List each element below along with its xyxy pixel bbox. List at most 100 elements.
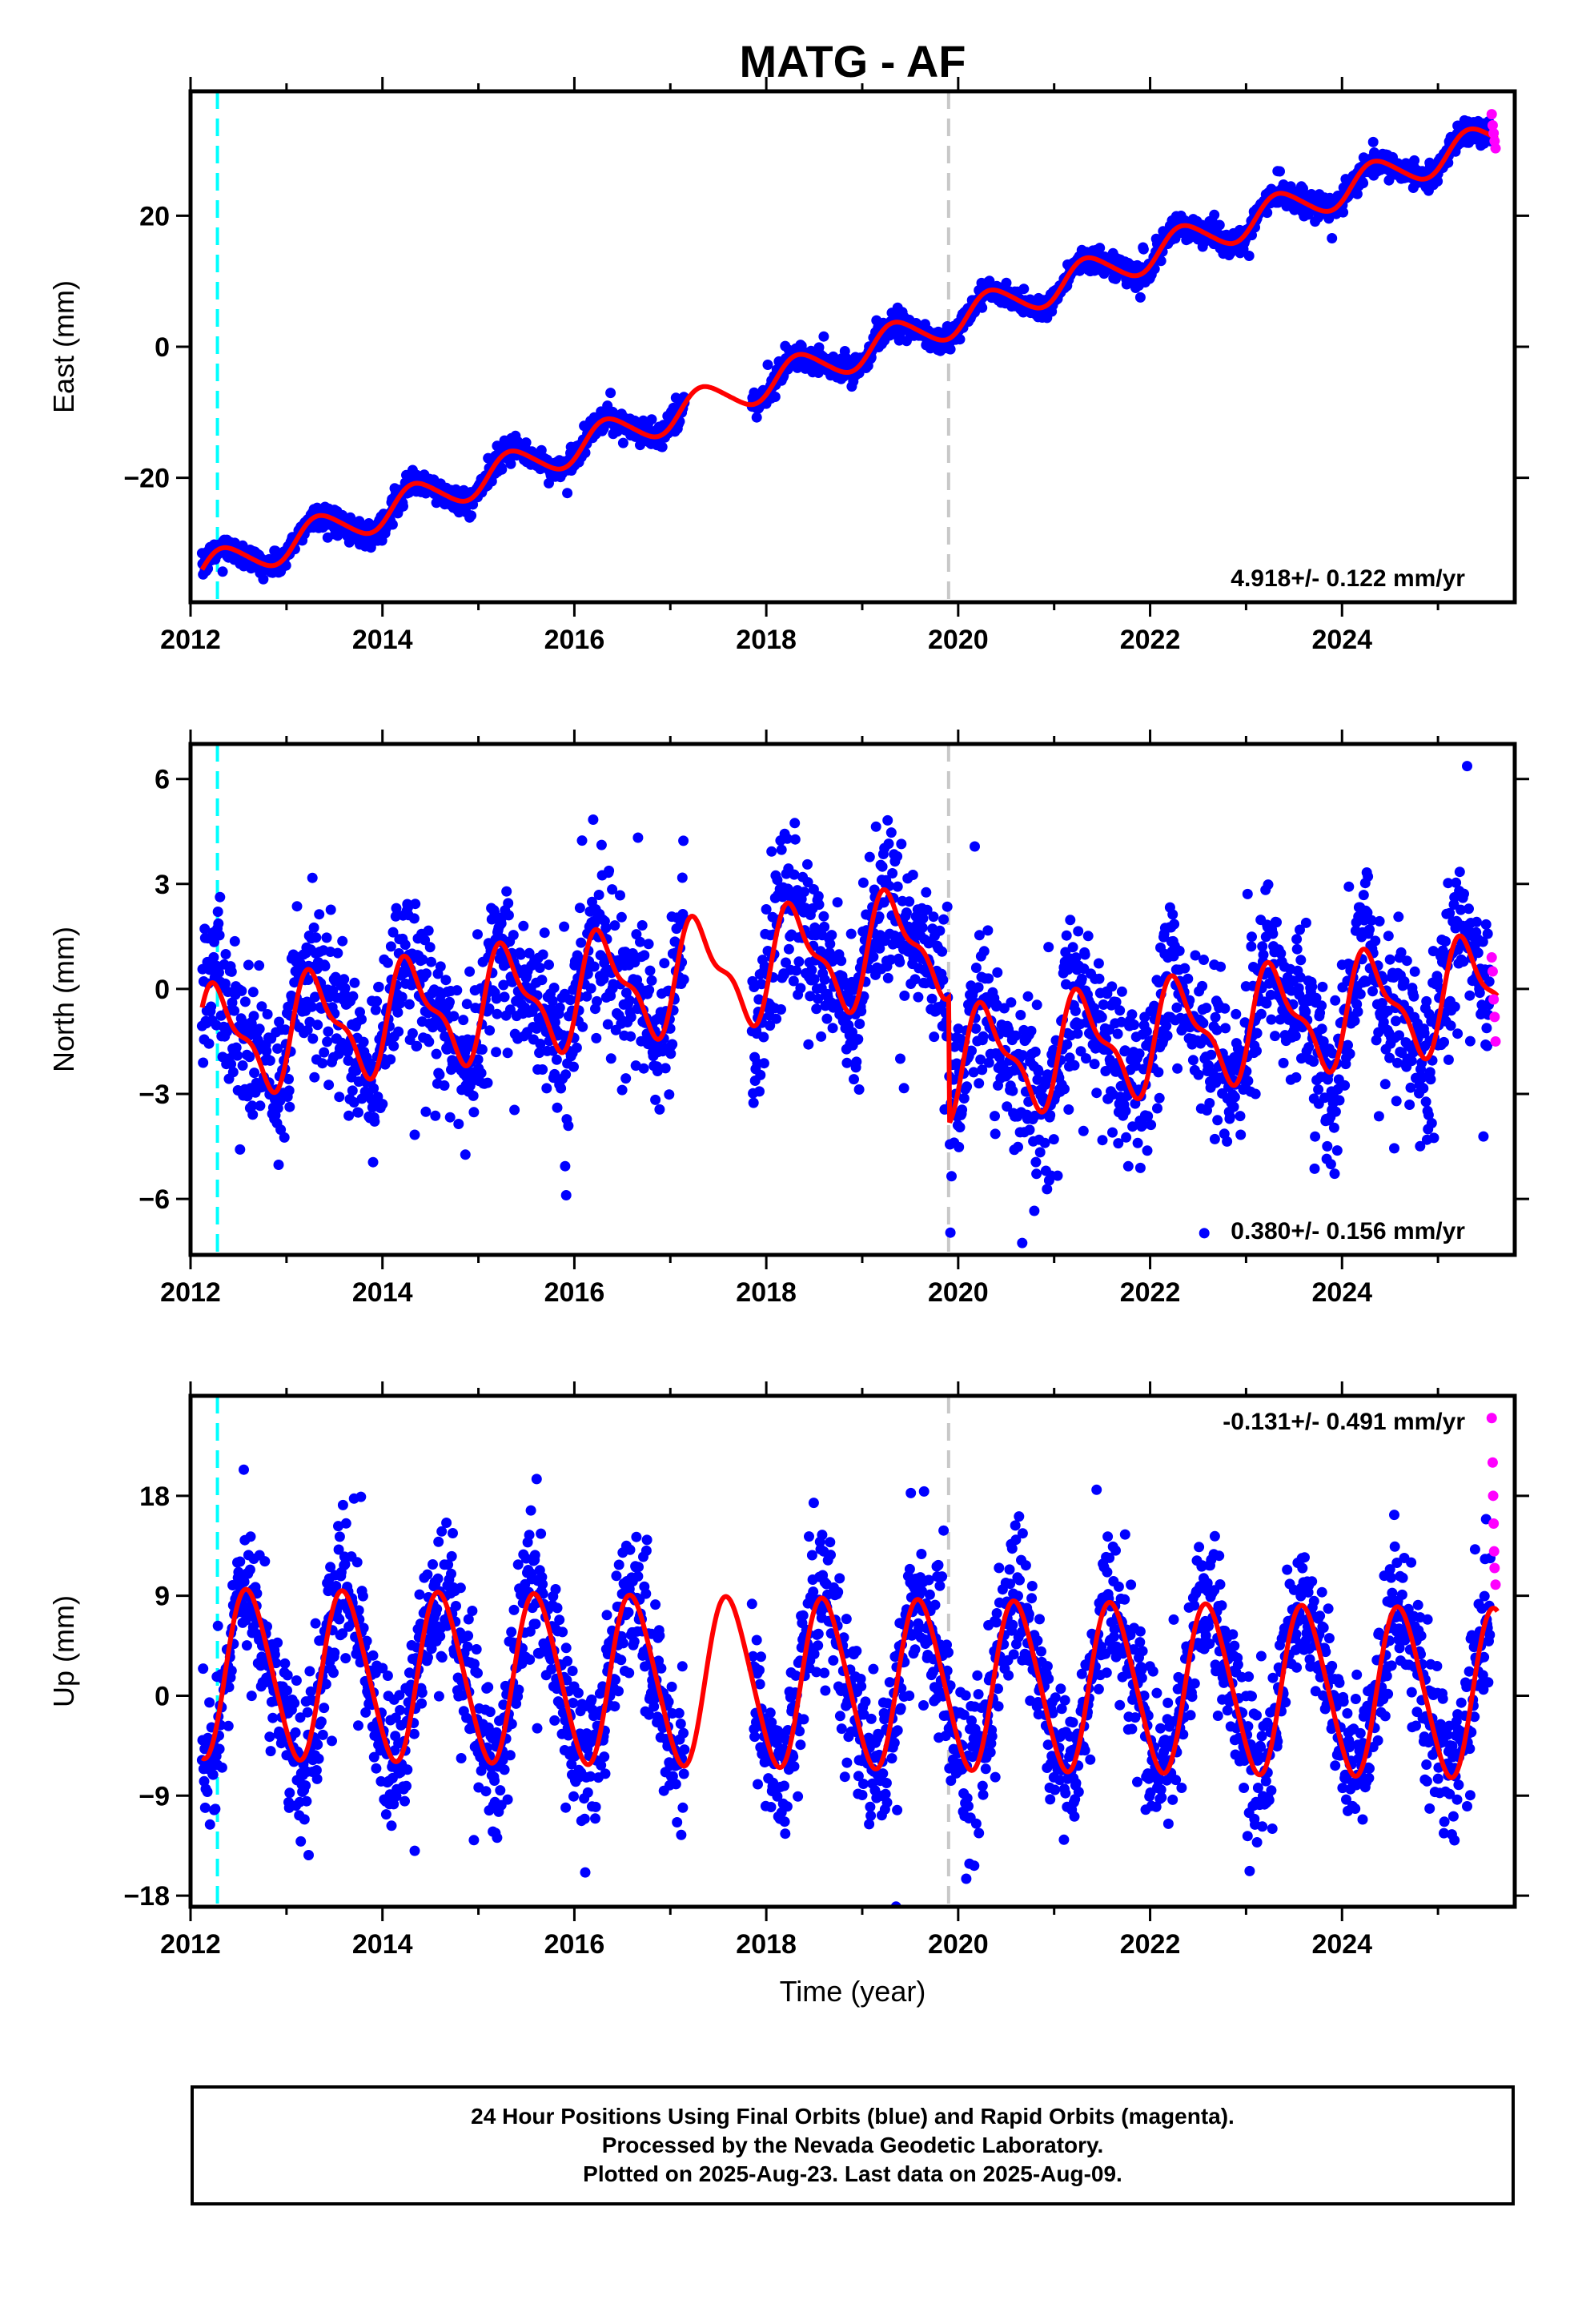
data-point — [1146, 1120, 1157, 1131]
data-point — [534, 1047, 545, 1059]
data-point — [279, 1658, 291, 1669]
data-point — [302, 1024, 313, 1035]
data-point — [226, 966, 237, 977]
data-point — [600, 923, 612, 934]
data-point — [882, 972, 893, 983]
data-point — [1391, 1015, 1401, 1027]
data-point — [826, 930, 837, 941]
data-point — [841, 1057, 853, 1068]
data-point — [588, 814, 599, 825]
data-point — [883, 838, 894, 850]
data-point — [214, 930, 225, 941]
data-point — [1045, 1110, 1056, 1120]
data-point — [1246, 941, 1257, 952]
data-point — [1418, 1083, 1429, 1094]
data-point — [1317, 981, 1328, 992]
data-point — [212, 907, 223, 917]
data-point — [588, 961, 600, 972]
data-point — [1258, 949, 1269, 960]
data-point — [1313, 1084, 1324, 1095]
data-point — [946, 1171, 957, 1182]
data-point — [1214, 219, 1225, 231]
data-point — [1073, 926, 1084, 937]
data-point — [774, 714, 785, 724]
data-point — [1464, 1035, 1476, 1047]
data-point — [496, 464, 508, 475]
data-point — [536, 444, 547, 456]
data-point — [1206, 1049, 1217, 1060]
data-point — [1187, 1055, 1199, 1066]
data-point — [382, 957, 393, 968]
data-point — [1116, 1016, 1127, 1027]
data-point — [1061, 930, 1072, 941]
data-point — [404, 999, 415, 1010]
data-point — [1417, 1072, 1428, 1083]
data-point — [990, 1111, 1000, 1122]
data-point — [1459, 888, 1469, 899]
data-point — [1338, 207, 1349, 218]
data-point — [311, 932, 322, 943]
data-point — [262, 1009, 273, 1019]
data-point — [242, 1091, 253, 1102]
data-point — [815, 946, 826, 957]
data-point — [781, 957, 791, 968]
data-point — [1030, 1156, 1042, 1168]
x-tick-label: 2016 — [544, 625, 605, 655]
data-point — [585, 983, 596, 994]
data-point — [323, 1026, 334, 1037]
data-point — [664, 1089, 675, 1100]
data-point — [762, 360, 773, 370]
data-point — [1209, 1133, 1220, 1144]
data-point — [568, 1061, 579, 1072]
data-point — [560, 1190, 572, 1200]
data-point — [1082, 931, 1094, 942]
data-point — [1210, 1011, 1221, 1023]
data-point — [1383, 931, 1394, 942]
data-point — [1405, 1082, 1416, 1093]
data-point — [591, 1032, 602, 1043]
data-point — [921, 887, 932, 898]
data-point — [1026, 1025, 1037, 1036]
data-point — [358, 1036, 369, 1047]
data-point — [505, 458, 516, 469]
data-point — [300, 1780, 311, 1791]
data-point — [1361, 976, 1372, 987]
data-point — [229, 935, 240, 947]
data-point — [1344, 1048, 1355, 1059]
data-point — [759, 961, 770, 972]
x-tick-label: 2024 — [1311, 625, 1372, 655]
data-point — [307, 1001, 317, 1012]
data-point — [458, 1015, 469, 1026]
data-point — [244, 1564, 255, 1575]
data-point — [882, 814, 893, 826]
data-point — [243, 959, 254, 971]
data-point — [408, 913, 420, 924]
data-point — [565, 995, 576, 1006]
data-point — [625, 1011, 636, 1023]
data-point — [630, 1060, 641, 1072]
data-point — [1219, 1003, 1231, 1014]
data-point — [652, 1066, 663, 1076]
data-point — [275, 1124, 287, 1136]
data-point — [1471, 916, 1482, 927]
data-point — [620, 1073, 632, 1084]
data-point — [646, 414, 657, 425]
data-point — [1389, 1143, 1399, 1154]
data-point — [1043, 942, 1054, 953]
data-point — [1079, 949, 1090, 960]
data-point — [1307, 981, 1318, 992]
data-point — [560, 1069, 572, 1080]
y-axis-label: North (mm) — [47, 927, 80, 1072]
y-tick-label: 6 — [155, 765, 170, 795]
data-point — [1362, 907, 1373, 919]
data-point — [393, 1026, 404, 1037]
data-point — [1415, 1140, 1426, 1152]
data-point — [1229, 1092, 1240, 1103]
data-point — [548, 983, 560, 993]
data-point — [367, 1156, 379, 1168]
data-point — [235, 1144, 246, 1155]
data-point — [280, 560, 291, 571]
data-point — [1458, 956, 1469, 967]
data-point — [1033, 1066, 1044, 1077]
data-point — [769, 392, 781, 402]
